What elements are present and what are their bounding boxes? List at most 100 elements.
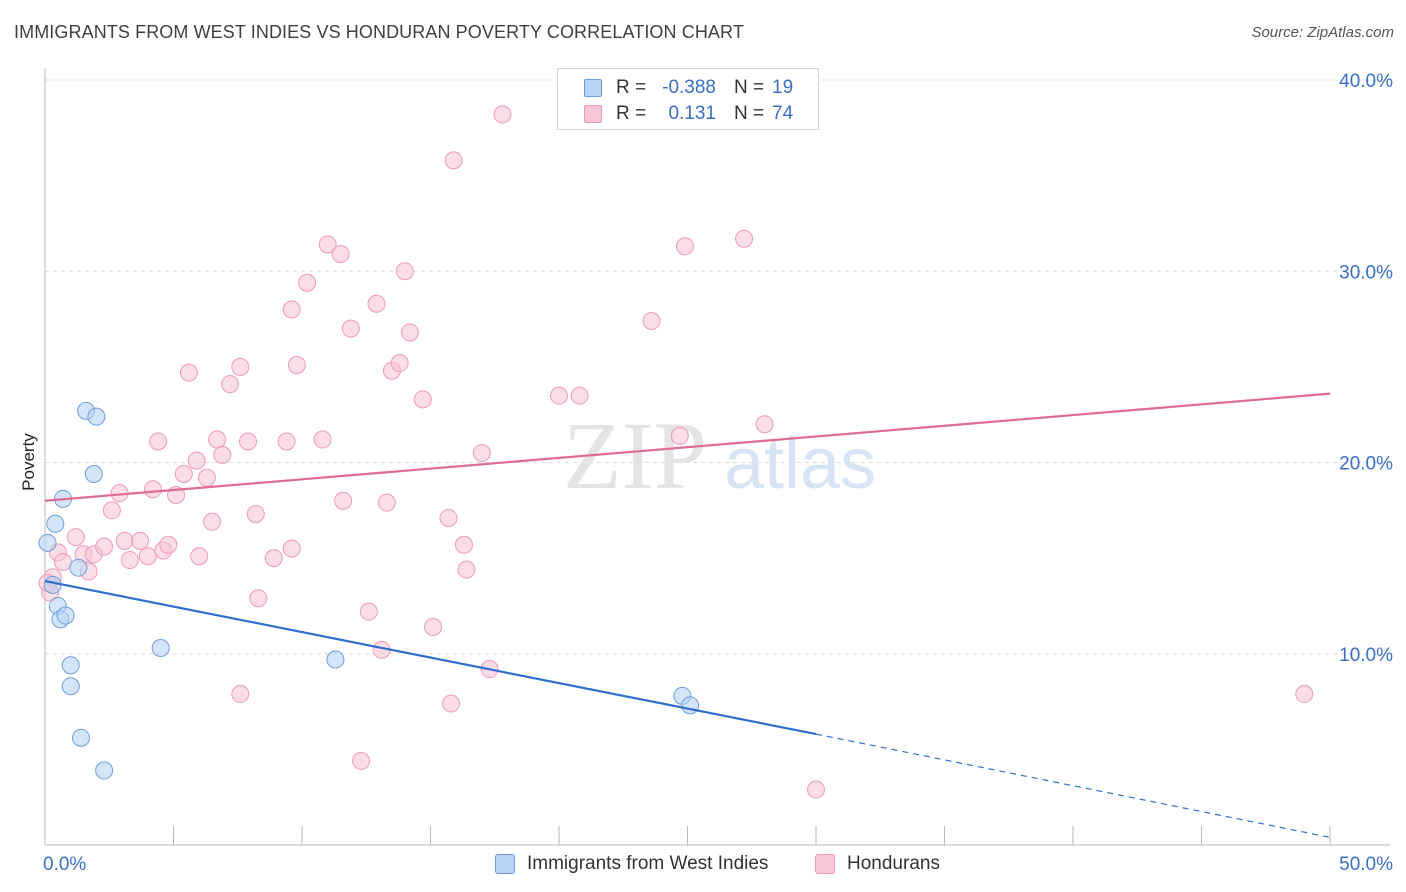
watermark-atlas: atlas (724, 424, 876, 504)
pink-data-point (341, 319, 360, 338)
legend-swatch-blue (584, 79, 602, 97)
blue-data-point (56, 606, 75, 625)
series-legend-label: Immigrants from West Indies (527, 853, 769, 874)
legend-n-label: N = (734, 77, 765, 98)
blue-data-point (46, 514, 65, 533)
pink-data-point (102, 501, 121, 520)
pink-data-point (390, 354, 409, 373)
pink-data-point (298, 273, 317, 292)
blue-data-point (61, 656, 80, 675)
y-tick-label: 20.0% (1339, 454, 1393, 475)
pink-data-point (264, 549, 283, 568)
series-swatch-pink (815, 854, 835, 874)
legend-row-pink: R = 0.131 N = 74 (558, 101, 818, 127)
legend-row-blue: R = -0.388 N = 19 (558, 75, 818, 101)
pink-data-point (231, 357, 250, 376)
pink-data-point (239, 432, 258, 451)
pink-trend-line (44, 392, 1331, 502)
pink-data-point (313, 430, 332, 449)
legend-r-label: R = (616, 103, 647, 124)
blue-data-point (326, 650, 345, 669)
trend-layer (44, 392, 1331, 838)
pink-data-point (66, 528, 85, 547)
y-tick-label: 40.0% (1339, 71, 1393, 92)
pink-data-point (231, 684, 250, 703)
axis-layer (44, 68, 1390, 846)
pink-data-point (367, 294, 386, 313)
pink-data-point (377, 493, 396, 512)
pink-data-point (570, 386, 589, 405)
y-tick-label: 30.0% (1339, 262, 1393, 283)
pink-data-point (179, 363, 198, 382)
pink-data-point (190, 547, 209, 566)
pink-data-point (493, 105, 512, 124)
pink-data-point (282, 539, 301, 558)
series-swatch-blue (495, 854, 515, 874)
legend-n-label: N = (734, 103, 765, 124)
blue-data-point (87, 407, 106, 426)
pink-data-point (174, 464, 193, 483)
pink-data-point (203, 512, 222, 531)
pink-data-point (221, 375, 240, 394)
pink-data-point (53, 552, 72, 571)
pink-data-point (755, 415, 774, 434)
series-legend: Immigrants from West Indies Hondurans (0, 852, 1406, 878)
pink-data-point (442, 694, 461, 713)
pink-data-point (277, 432, 296, 451)
blue-data-point (71, 728, 90, 747)
legend-r-label: R = (616, 77, 647, 98)
pink-data-point (472, 443, 491, 462)
blue-data-point (95, 761, 114, 780)
pink-data-point (424, 617, 443, 636)
grid-layer (45, 79, 1390, 655)
pink-data-point (95, 537, 114, 556)
blue-data-point (151, 639, 170, 658)
pink-data-point (675, 237, 694, 256)
pink-data-point (1295, 684, 1314, 703)
points-layer (38, 105, 1314, 799)
pink-data-point (670, 426, 689, 445)
pink-data-point (395, 262, 414, 281)
pink-data-point (352, 751, 371, 770)
chart-source: Source: ZipAtlas.com (1251, 24, 1394, 41)
y-tick-label: 10.0% (1339, 645, 1393, 666)
pink-data-point (735, 229, 754, 248)
pink-data-point (249, 589, 268, 608)
pink-data-point (807, 780, 825, 799)
pink-data-point (454, 535, 473, 554)
pink-data-point (143, 480, 162, 499)
x-tick-label: 0.0% (43, 854, 86, 875)
pink-data-point (187, 451, 206, 470)
x-tick-label: 50.0% (1339, 854, 1393, 875)
pink-data-point (444, 151, 463, 170)
pink-data-point (120, 551, 139, 570)
blue-data-point (84, 464, 103, 483)
pink-data-point (138, 547, 157, 566)
blue-trend-line (44, 579, 817, 736)
chart-title: IMMIGRANTS FROM WEST INDIES VS HONDURAN … (14, 22, 744, 42)
pink-data-point (550, 386, 568, 405)
pink-data-point (131, 531, 150, 550)
legend-r-value: -0.388 (662, 77, 716, 98)
label-layer: 10.0% 20.0% 30.0% 40.0% 0.0% 50.0% Poverty (19, 71, 1393, 875)
pink-data-point (457, 560, 476, 579)
pink-data-point (282, 300, 301, 319)
pink-data-point (400, 323, 419, 342)
pink-data-point (213, 445, 232, 464)
blue-data-point (61, 677, 80, 696)
pink-data-point (149, 432, 168, 451)
correlation-legend: R = -0.388 N = 19 R = 0.131 N = 74 (557, 68, 819, 130)
pink-data-point (208, 430, 227, 449)
legend-n-value: 19 (772, 77, 794, 98)
pink-data-point (439, 508, 458, 527)
pink-data-point (287, 355, 306, 374)
legend-n-value: 74 (772, 103, 794, 124)
pink-data-point (331, 245, 350, 264)
pink-data-point (115, 531, 134, 550)
pink-data-point (642, 311, 661, 330)
legend-swatch-pink (584, 105, 602, 123)
y-axis-title: Poverty (19, 433, 38, 491)
blue-data-point (69, 558, 88, 577)
pink-data-point (334, 491, 353, 510)
